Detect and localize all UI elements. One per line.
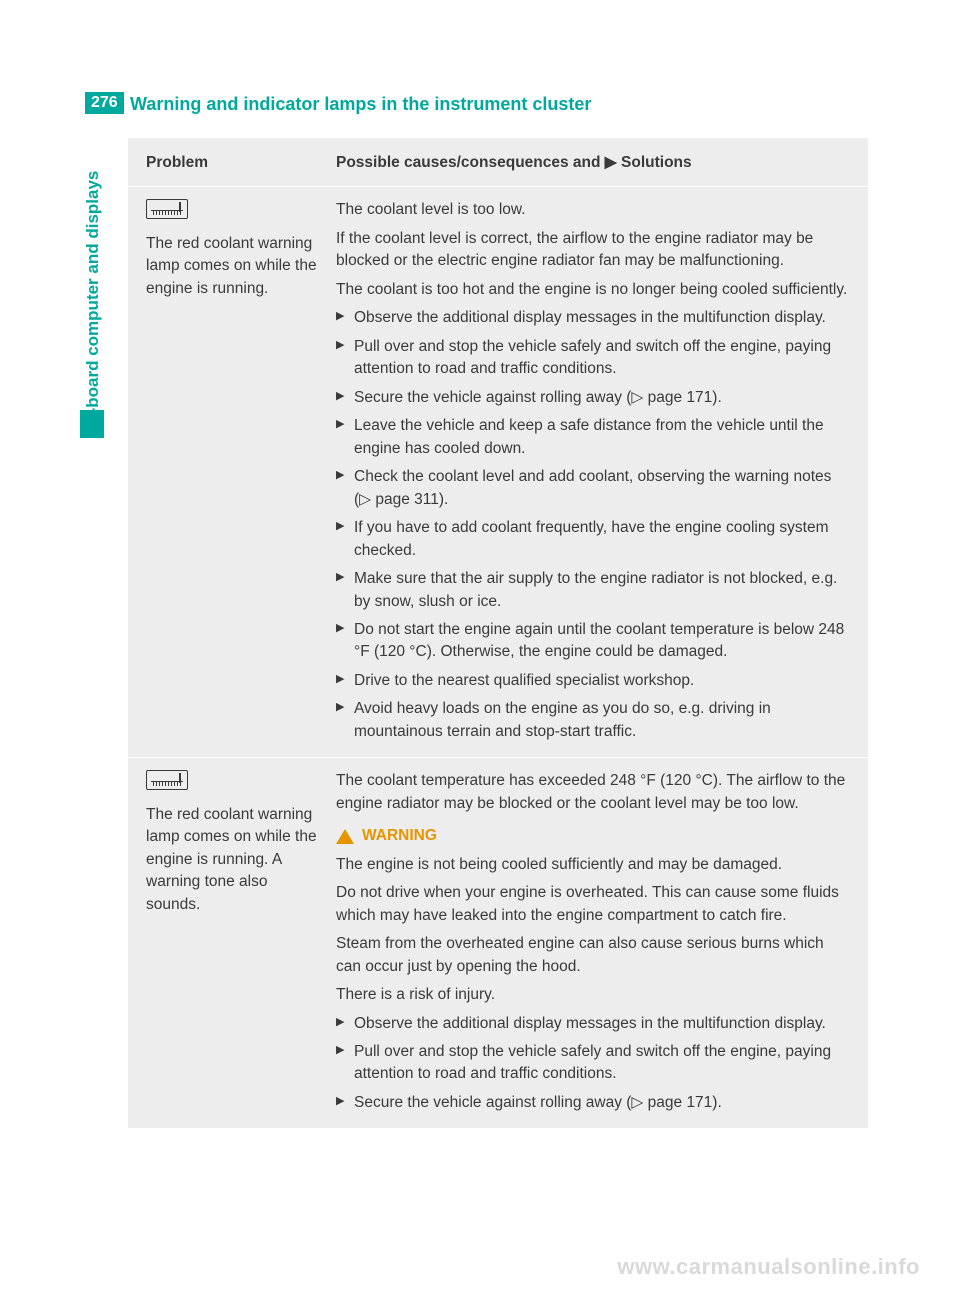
list-item: Pull over and stop the vehicle safely an… [336,336,850,381]
coolant-warning-icon [146,770,188,790]
coolant-warning-icon [146,199,188,219]
warning-body: The engine is not being cooled sufficien… [336,854,850,876]
list-item: Secure the vehicle against rolling away … [336,1092,850,1114]
header-problem: Problem [146,152,336,174]
intro-text: If the coolant level is correct, the air… [336,228,850,273]
solution-cell: The coolant level is too low. If the coo… [336,199,850,743]
list-item: If you have to add coolant frequently, h… [336,517,850,562]
header-solution-prefix: Possible causes/consequences and [336,154,605,171]
list-item: Check the coolant level and add coolant,… [336,466,850,511]
problem-text: The red coolant warning lamp comes on wh… [146,804,324,916]
side-marker [80,410,104,438]
warning-label: WARNING [336,825,850,847]
header-solution: Possible causes/consequences and ▶ Solut… [336,152,850,174]
steps-list: Observe the additional display messages … [336,1013,850,1115]
list-item: Avoid heavy loads on the engine as you d… [336,698,850,743]
list-item: Drive to the nearest qualified specialis… [336,670,850,692]
side-tab-label: On-board computer and displays [83,147,103,437]
table-row: The red coolant warning lamp comes on wh… [128,757,868,1128]
warning-body: There is a risk of injury. [336,984,850,1006]
table-row: The red coolant warning lamp comes on wh… [128,186,868,757]
steps-list: Observe the additional display messages … [336,307,850,743]
problem-cell: The red coolant warning lamp comes on wh… [146,770,336,1114]
warning-triangle-icon [336,829,354,844]
page-number-badge: 276 [85,92,124,114]
list-item: Secure the vehicle against rolling away … [336,387,850,409]
problem-text: The red coolant warning lamp comes on wh… [146,233,324,300]
list-item: Make sure that the air supply to the eng… [336,568,850,613]
intro-text: The coolant is too hot and the engine is… [336,279,850,301]
intro-text: The coolant temperature has exceeded 248… [336,770,850,815]
troubleshooting-table: Problem Possible causes/consequences and… [128,138,868,1128]
list-item: Pull over and stop the vehicle safely an… [336,1041,850,1086]
list-item: Do not start the engine again until the … [336,619,850,664]
list-item: Observe the additional display messages … [336,1013,850,1035]
problem-cell: The red coolant warning lamp comes on wh… [146,199,336,743]
intro-text: The coolant level is too low. [336,199,850,221]
header-arrow-icon: ▶ [605,154,617,171]
list-item: Observe the additional display messages … [336,307,850,329]
warning-text: WARNING [362,825,437,847]
header-solution-suffix: Solutions [617,154,692,171]
warning-body: Do not drive when your engine is overhea… [336,882,850,927]
list-item: Leave the vehicle and keep a safe distan… [336,415,850,460]
watermark: www.carmanualsonline.info [617,1254,920,1280]
table-header-row: Problem Possible causes/consequences and… [128,138,868,186]
warning-body: Steam from the overheated engine can als… [336,933,850,978]
solution-cell: The coolant temperature has exceeded 248… [336,770,850,1114]
page-title: Warning and indicator lamps in the instr… [130,94,591,115]
